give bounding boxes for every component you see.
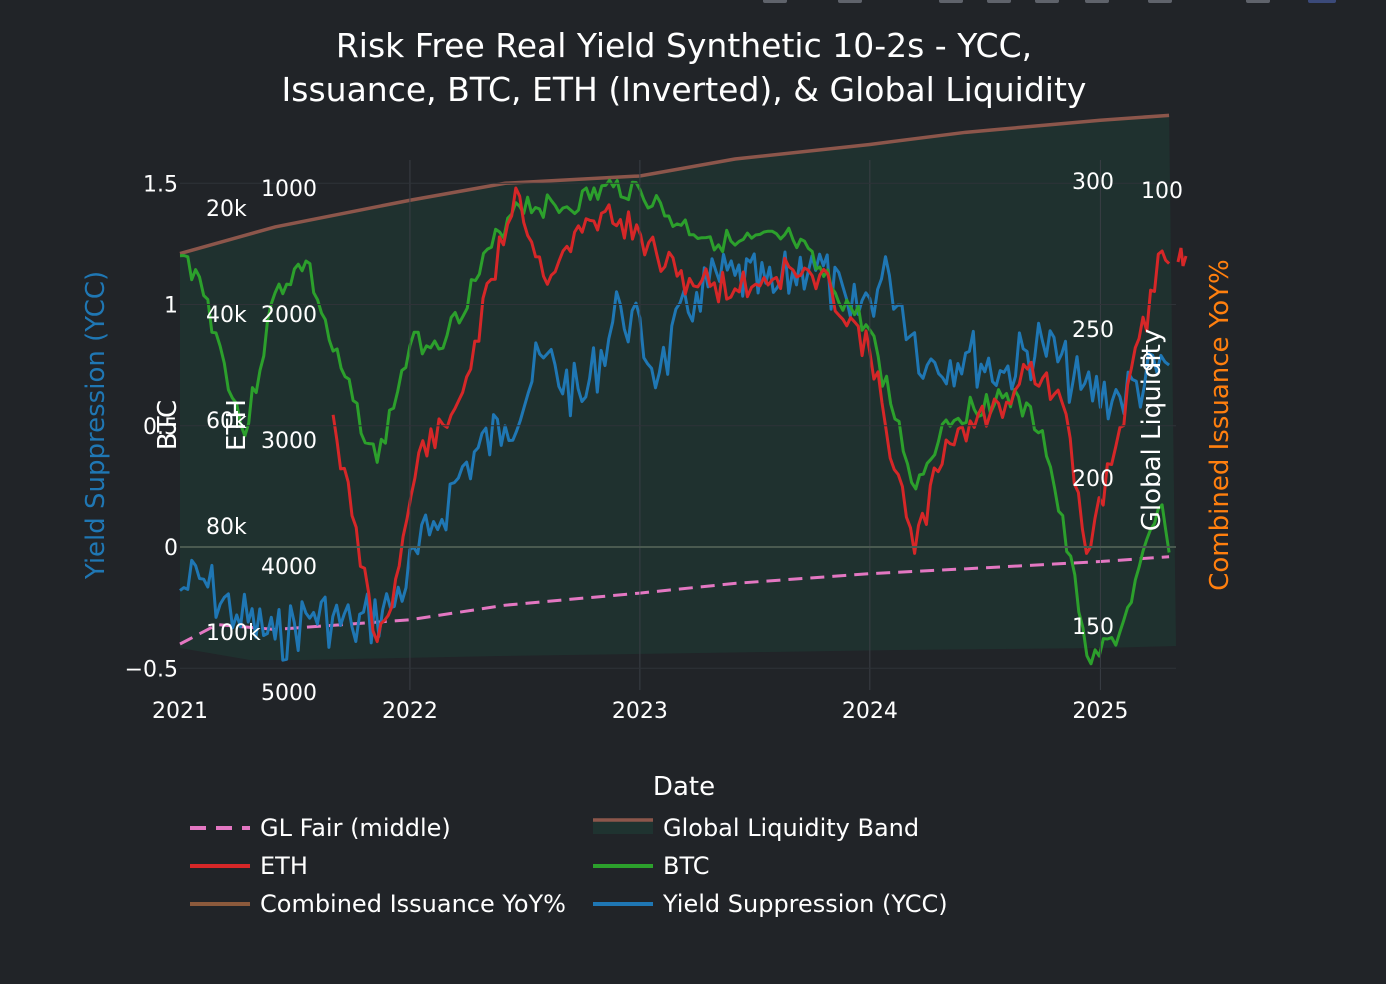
legend-label: Combined Issuance YoY% [260, 890, 566, 918]
legend-item[interactable]: Combined Issuance YoY% [190, 890, 566, 918]
legend-item[interactable]: Yield Suppression (YCC) [593, 890, 948, 918]
legend-item[interactable]: ETH [190, 852, 308, 880]
global-liquidity-tick-label: 300 [1072, 170, 1114, 195]
x-tick-label: 2021 [152, 699, 208, 724]
x-tick-label: 2024 [842, 699, 898, 724]
global-liquidity-tick-label: 200 [1072, 467, 1114, 492]
global-liquidity-tick-label: 250 [1072, 318, 1114, 343]
pan-icon[interactable] [939, 0, 963, 3]
issuance-tick-label: 100 [1141, 179, 1183, 204]
series-ycc [179, 250, 1171, 662]
issuance-tick-label: 0 [1141, 351, 1155, 376]
ycc-tick-label: 0.5 [143, 415, 178, 440]
compare-icon[interactable] [1308, 0, 1336, 3]
btc-tick-label: 20k [206, 197, 247, 222]
btc-tick-label: 80k [206, 515, 247, 540]
legend: GL Fair (middle) Global Liquidity Band ETH… [190, 814, 948, 918]
legend-label: Yield Suppression (YCC) [662, 890, 948, 918]
legend-label: BTC [663, 852, 709, 880]
eth-tick-label: 3000 [261, 429, 317, 454]
issuance-axis-title: Combined Issuance YoY% [1205, 259, 1235, 591]
spike-lines-icon[interactable] [1246, 0, 1270, 3]
btc-axis-title: BTC [153, 400, 183, 450]
reset-axes-icon[interactable] [1148, 0, 1172, 3]
x-axis-title: Date [653, 772, 715, 802]
eth-tick-label: 2000 [261, 303, 317, 328]
ycc-tick-label: 1 [164, 294, 178, 319]
x-tick-label: 2022 [382, 699, 438, 724]
eth-tick-label: 5000 [261, 681, 317, 706]
zoom-icon[interactable] [838, 0, 862, 3]
ycc-tick-label: 0 [164, 536, 178, 561]
legend-item[interactable]: GL Fair (middle) [190, 814, 451, 842]
chart-title-line-2: Issuance, BTC, ETH (Inverted), & Global … [282, 70, 1087, 109]
series-eth [331, 186, 1171, 644]
x-tick-label: 2023 [612, 699, 668, 724]
eth-axis-title: ETH [222, 399, 252, 451]
liquidity-band-fill [180, 115, 1176, 661]
axes-layer: 2021 2022 2023 2024 2025 1.5 1 0.5 0 −0.5 20k 40k 60… [125, 160, 1183, 724]
autoscale-icon[interactable] [1085, 0, 1109, 3]
global-liquidity-axis-title: Global Liquidity [1137, 329, 1167, 531]
chart-title-line-1: Risk Free Real Yield Synthetic 10-2s - Y… [336, 26, 1032, 65]
series-global-liquidity-band [179, 113, 1170, 256]
ycc-axis-title: Yield Suppression (YCC) [81, 271, 111, 580]
zoom-out-icon[interactable] [1035, 0, 1059, 3]
series-issuance-tail [1176, 247, 1188, 267]
ycc-tick-label: −0.5 [125, 657, 178, 682]
legend-label: ETH [260, 852, 308, 880]
plot-area[interactable] [179, 113, 1188, 666]
legend-swatch [593, 820, 653, 834]
btc-tick-label: 100k [206, 621, 261, 646]
global-liquidity-tick-label: 150 [1072, 615, 1114, 640]
legend-item[interactable]: BTC [593, 852, 709, 880]
x-tick-label: 2025 [1072, 699, 1128, 724]
zoom-in-icon[interactable] [987, 0, 1011, 3]
eth-tick-label: 1000 [261, 177, 317, 202]
legend-item[interactable]: Global Liquidity Band [593, 814, 919, 842]
ycc-tick-label: 1.5 [143, 172, 178, 197]
btc-tick-label: 60k [206, 409, 247, 434]
legend-label: GL Fair (middle) [260, 814, 451, 842]
btc-tick-label: 40k [206, 303, 247, 328]
camera-icon[interactable] [763, 0, 787, 3]
eth-tick-label: 4000 [261, 555, 317, 580]
legend-label: Global Liquidity Band [663, 814, 919, 842]
series-btc [179, 178, 1171, 666]
modebar [763, 0, 1336, 3]
